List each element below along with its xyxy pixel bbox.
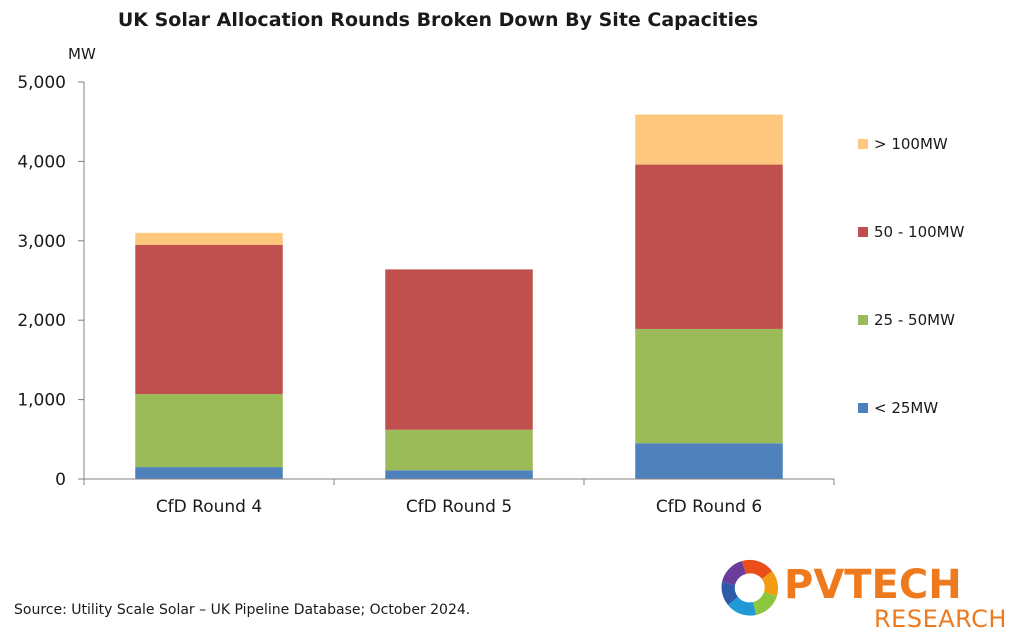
legend-swatch [858,403,868,413]
y-tick-label: 2,000 [17,311,66,331]
legend-swatch [858,315,868,325]
bar-segment [135,232,283,245]
legend-swatch [858,139,868,149]
pvtech-logo: PVTECH RESEARCH [721,559,1007,633]
x-tick-label: CfD Round 5 [406,497,512,517]
x-tick-label: CfD Round 4 [156,497,262,517]
bars [135,114,783,479]
bar-segment [385,470,533,479]
bar-segment [135,394,283,468]
legend-label: > 100MW [874,135,948,153]
y-axis: 0 1,000 2,000 3,000 4,000 5,000 [17,73,85,490]
logo-line2: RESEARCH [874,605,1007,633]
x-axis: CfD Round 4 CfD Round 5 CfD Round 6 [83,478,835,517]
legend-label: 50 - 100MW [874,223,965,241]
y-tick-label: 5,000 [17,73,66,93]
bar-segment [135,467,283,479]
logo-icon [721,559,779,616]
y-tick-label: 4,000 [17,152,66,172]
x-tick-label: CfD Round 6 [656,497,762,517]
y-axis-unit: MW [68,45,96,63]
logo-line1: PVTECH [784,562,962,608]
bar-segment [635,328,783,444]
chart-title: UK Solar Allocation Rounds Broken Down B… [118,9,758,31]
legend-label: < 25MW [874,399,938,417]
bar-segment [635,164,783,329]
bar-segment [385,269,533,430]
bar-segment [635,114,783,165]
y-tick-label: 1,000 [17,391,66,411]
bar-segment [385,429,533,471]
source-note: Source: Utility Scale Solar – UK Pipelin… [14,602,470,618]
legend-swatch [858,227,868,237]
bar-segment [135,244,283,395]
y-tick-label: 0 [55,470,66,490]
legend-label: 25 - 50MW [874,311,955,329]
bar-segment [635,443,783,479]
legend: > 100MW 50 - 100MW 25 - 50MW < 25MW [858,135,965,417]
y-tick-label: 3,000 [17,232,66,252]
